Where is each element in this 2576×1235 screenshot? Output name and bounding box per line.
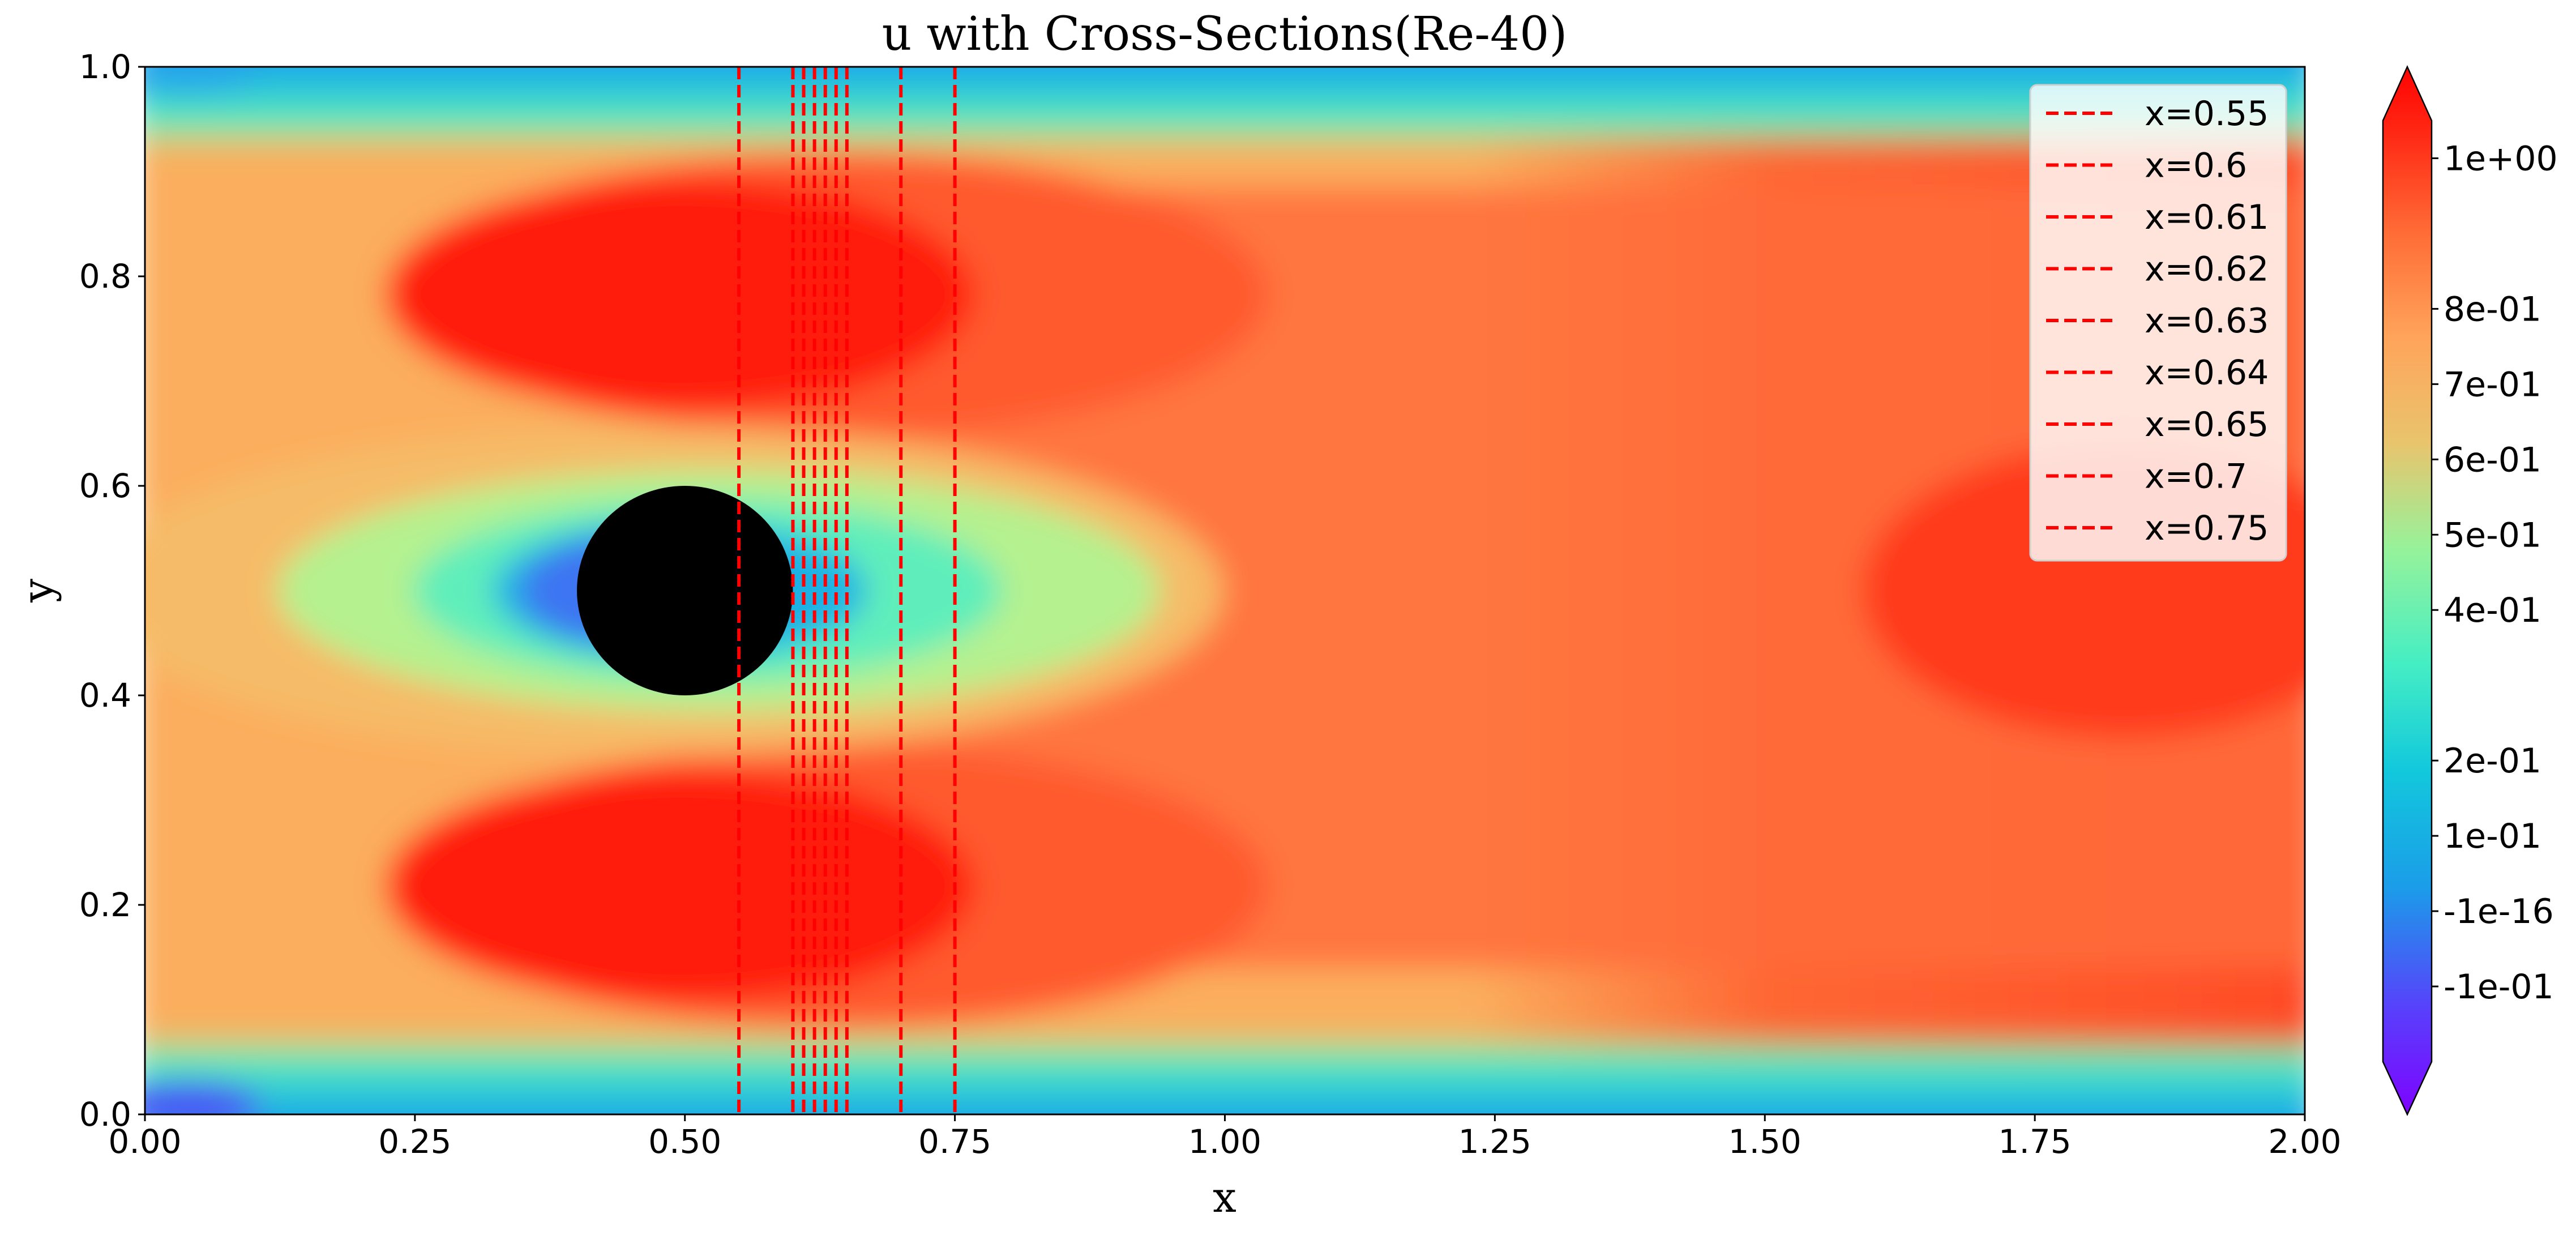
colorbar: -1e-01 -1e-16 1e-01 2e-01 4e-01 5e-01 6e-01 7e-… [2382, 65, 2558, 1116]
colorbar-tick-label: 1e-01 [2444, 817, 2541, 856]
legend-label: x=0.75 [2145, 508, 2269, 548]
legend-label: x=0.63 [2145, 301, 2269, 341]
y-tick-label: 0.8 [79, 257, 131, 296]
y-tick-label: 0.4 [79, 676, 131, 715]
y-tick-label: 0.0 [79, 1095, 131, 1134]
axes: 0.00 0.25 0.50 0.75 1.00 1.25 1.50 1.75 2.00 0.0 0… [79, 48, 2342, 1161]
chart-marks [577, 67, 957, 1114]
colorbar-tick-label: -1e-16 [2444, 892, 2554, 931]
colorbar-tick-label: 1e+00 [2444, 139, 2558, 178]
colorbar-tick-label: 8e-01 [2444, 289, 2541, 329]
colorbar-tick-label: 4e-01 [2444, 591, 2541, 630]
colorbar-tick-label: -1e-01 [2444, 967, 2554, 1007]
legend-label: x=0.61 [2145, 198, 2269, 237]
plot-frame [144, 66, 2306, 1116]
legend-label: x=0.6 [2145, 146, 2247, 186]
colorbar-outline [2382, 65, 2433, 1116]
cylinder-obstacle [577, 486, 793, 695]
legend-label: x=0.65 [2145, 405, 2269, 445]
x-tick-label: 0.25 [378, 1122, 451, 1161]
y-tick-label: 1.0 [79, 48, 131, 86]
colorbar-tick-label: 7e-01 [2444, 365, 2541, 404]
legend-label: x=0.64 [2145, 353, 2269, 393]
colorbar-gradient [2383, 67, 2432, 1114]
y-tick-label: 0.6 [79, 467, 131, 505]
x-tick-label: 1.25 [1458, 1122, 1531, 1161]
x-tick-label: 1.00 [1188, 1122, 1261, 1161]
x-tick-label: 1.50 [1728, 1122, 1802, 1161]
colorbar-tick-label: 6e-01 [2444, 440, 2541, 480]
colorbar-tick-label: 5e-01 [2444, 515, 2541, 555]
legend-label: x=0.55 [2145, 94, 2269, 134]
x-axis-label: x [1213, 1173, 1236, 1222]
legend: x=0.55 x=0.6 x=0.61 x=0.62 x=0.63 x=0.64 x=0.6… [2029, 84, 2287, 562]
y-tick-label: 0.2 [79, 886, 131, 924]
x-tick-label: 2.00 [2268, 1122, 2341, 1161]
legend-label: x=0.62 [2145, 250, 2269, 289]
x-tick-label: 0.50 [648, 1122, 721, 1161]
y-axis-label: y [14, 579, 62, 603]
x-tick-label: 0.00 [108, 1122, 181, 1161]
chart-title: u with Cross-Sections(Re-40) [882, 7, 1568, 61]
x-tick-label: 1.75 [1999, 1122, 2072, 1161]
colorbar-tick-label: 2e-01 [2444, 741, 2541, 781]
legend-box [2029, 84, 2287, 562]
legend-label: x=0.7 [2145, 457, 2247, 497]
x-tick-label: 0.75 [918, 1122, 991, 1161]
